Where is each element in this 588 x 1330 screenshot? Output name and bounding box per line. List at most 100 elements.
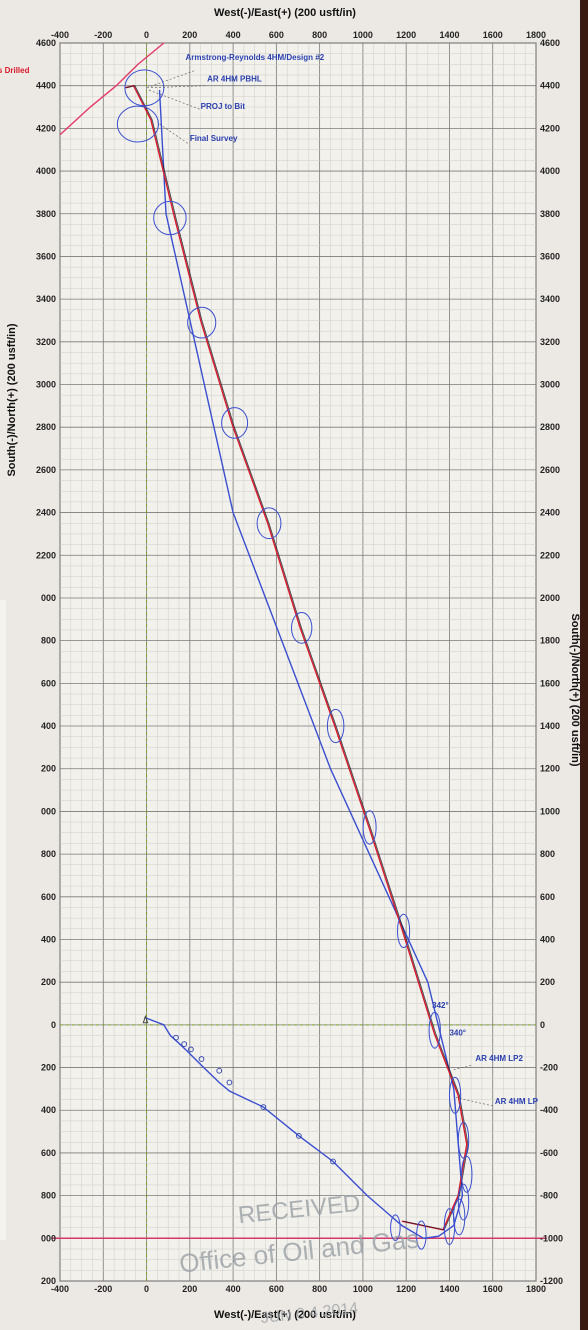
x-tick-label-top: -200 (94, 30, 112, 40)
ellipse-13 (461, 1155, 473, 1193)
ellipse-12 (457, 1121, 470, 1159)
leader-line-3 (159, 123, 188, 144)
y-tick-label-left: 000 (41, 1233, 56, 1243)
y-tick-label-right: -200 (540, 1063, 558, 1073)
ellipse-5 (256, 507, 282, 540)
x-tick-label-top: 600 (269, 30, 284, 40)
y-tick-label-left: 600 (41, 678, 56, 688)
y-tick-label-left: 3000 (36, 380, 56, 390)
y-tick-label-right: 2000 (540, 593, 560, 603)
y-tick-label-left: 3800 (36, 209, 56, 219)
y-tick-label-left: 400 (41, 721, 56, 731)
y-tick-label-left: 800 (41, 636, 56, 646)
y-tick-label-left: 200 (41, 977, 56, 987)
y-tick-label-right: -1200 (540, 1276, 563, 1286)
ellipse-16 (443, 1208, 456, 1246)
y-tick-label-right: 4600 (540, 38, 560, 48)
y-tick-label-left: 3200 (36, 337, 56, 347)
annotation-4: Armstrong-Reynolds 4HM/As Drilled (0, 66, 30, 75)
ellipse-10 (428, 1011, 441, 1049)
x-tick-label-top: 800 (312, 30, 327, 40)
x-tick-label-top: 400 (226, 30, 241, 40)
y-tick-label-right: 2800 (540, 422, 560, 432)
ellipse-17 (416, 1220, 427, 1250)
y-tick-label-right: 3600 (540, 251, 560, 261)
y-tick-label-right: 2600 (540, 465, 560, 475)
x-tick-label-bottom: 1400 (439, 1284, 459, 1294)
y-tick-label-left: 800 (41, 849, 56, 859)
y-tick-label-right: 3000 (540, 380, 560, 390)
bottom-axis-title: West(-)/East(+) (200 usft/in) (214, 1309, 356, 1321)
annotation-1: AR 4HM PBHL (207, 74, 262, 83)
y-tick-label-right: -800 (540, 1191, 558, 1201)
leader-line-lp-0 (453, 1065, 472, 1070)
y-tick-label-right: 200 (540, 977, 555, 987)
y-tick-label-right: 4200 (540, 123, 560, 133)
x-tick-label-top: 0 (144, 30, 149, 40)
y-tick-label-left: 800 (41, 1191, 56, 1201)
y-tick-label-left: 000 (41, 593, 56, 603)
y-tick-label-right: 800 (540, 849, 555, 859)
series-group (59, 42, 469, 1240)
ellipse-3 (187, 306, 217, 339)
ellipse-8 (362, 810, 377, 845)
annotation-6: AR 4HM LP (495, 1097, 539, 1106)
left-axis-title: South(-)/North(+) (200 usft/in) (6, 323, 18, 476)
y-tick-label-left: 200 (41, 1063, 56, 1073)
y-tick-label-right: 400 (540, 934, 555, 944)
y-tick-label-left: 0 (51, 1020, 56, 1030)
y-tick-label-left: 600 (41, 892, 56, 902)
top-axis-title: West(-)/East(+) (200 usft/in) (214, 7, 356, 19)
y-tick-label-right: 3400 (540, 294, 560, 304)
series-line-2 (59, 42, 165, 136)
y-tick-label-left: 2800 (36, 422, 56, 432)
survey-mark-6 (260, 1104, 267, 1110)
y-tick-label-right: -400 (540, 1105, 558, 1115)
x-tick-label-top: -400 (51, 30, 69, 40)
x-tick-label-top: 1400 (439, 30, 459, 40)
y-tick-label-right: 3800 (540, 209, 560, 219)
y-tick-label-right: 600 (540, 892, 555, 902)
right-edge-shadow (580, 0, 588, 1330)
ellipse-1 (116, 105, 159, 143)
ellipse-9 (397, 913, 411, 949)
y-tick-label-left: 4600 (36, 38, 56, 48)
survey-marks (142, 1014, 336, 1165)
annotation-2: PROJ to Bit (201, 102, 246, 111)
x-tick-label-bottom: 400 (226, 1284, 241, 1294)
x-tick-label-bottom: 0 (144, 1284, 149, 1294)
x-tick-label-top: 1800 (526, 30, 546, 40)
survey-mark-2 (188, 1046, 194, 1053)
y-tick-label-left: 2200 (36, 550, 56, 560)
x-tick-label-bottom: 600 (269, 1284, 284, 1294)
y-tick-label-left: 4400 (36, 81, 56, 91)
annotation-0: Armstrong-Reynolds 4HM/Design #2 (185, 53, 324, 62)
y-tick-label-left: 2600 (36, 465, 56, 475)
ellipse-11 (448, 1076, 462, 1114)
y-tick-label-left: 2400 (36, 508, 56, 518)
leader-line-2 (148, 89, 200, 110)
y-tick-label-left: 3400 (36, 294, 56, 304)
y-tick-label-left: 200 (41, 764, 56, 774)
x-tick-label-bottom: -400 (51, 1284, 69, 1294)
series-line-0 (144, 89, 464, 1240)
ellipse-4 (221, 407, 249, 439)
x-tick-label-bottom: 1600 (483, 1284, 503, 1294)
y-tick-label-left: 400 (41, 1105, 56, 1115)
y-tick-label-right: 4400 (540, 81, 560, 91)
y-tick-label-left: 400 (41, 934, 56, 944)
y-tick-label-right: 4000 (540, 166, 560, 176)
y-tick-label-left: 200 (41, 1276, 56, 1286)
x-tick-label-bottom: 1200 (396, 1284, 416, 1294)
y-tick-label-right: 1000 (540, 806, 560, 816)
annotations: Armstrong-Reynolds 4HM/Design #2 AR 4HM P… (0, 53, 539, 1107)
tick-labels: -400 -400 -200 -200 0 0 200 200 400 400 600 600 800 8… (36, 30, 563, 1294)
x-tick-label-top: 200 (182, 30, 197, 40)
grid (59, 42, 537, 1282)
survey-mark-1 (181, 1041, 188, 1047)
survey-mark-4 (216, 1067, 223, 1074)
annotation-5: AR 4HM LP2 (475, 1054, 523, 1063)
x-tick-label-bottom: 1000 (353, 1284, 373, 1294)
survey-mark-0 (173, 1034, 179, 1041)
annotation-3: Final Survey (190, 134, 238, 143)
